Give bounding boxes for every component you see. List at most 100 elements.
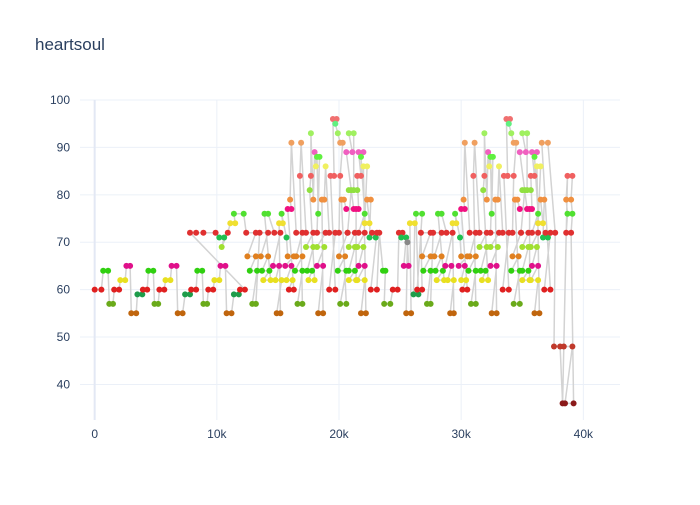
data-point bbox=[529, 206, 535, 212]
data-point bbox=[200, 229, 207, 236]
data-point bbox=[367, 196, 374, 203]
data-point bbox=[161, 286, 168, 293]
data-point bbox=[188, 286, 195, 293]
data-point bbox=[442, 262, 449, 269]
data-point bbox=[162, 277, 169, 284]
data-point bbox=[516, 206, 523, 212]
data-point bbox=[493, 262, 500, 269]
data-point bbox=[569, 343, 576, 350]
data-point bbox=[419, 253, 426, 260]
data-point bbox=[433, 277, 440, 284]
data-point bbox=[228, 310, 235, 317]
data-point bbox=[547, 286, 554, 293]
data-point bbox=[336, 253, 342, 260]
data-point bbox=[336, 229, 342, 236]
data-point bbox=[303, 229, 309, 236]
data-point bbox=[403, 310, 410, 317]
data-point bbox=[563, 229, 570, 236]
data-point bbox=[570, 400, 577, 407]
data-point bbox=[244, 253, 251, 260]
data-point bbox=[288, 206, 295, 212]
data-point bbox=[179, 310, 186, 317]
data-point bbox=[252, 300, 259, 307]
data-point bbox=[298, 139, 305, 146]
data-point bbox=[343, 149, 350, 156]
data-point bbox=[485, 277, 492, 284]
data-point bbox=[299, 300, 306, 307]
data-point bbox=[337, 300, 344, 307]
data-point bbox=[145, 267, 152, 274]
data-point bbox=[212, 229, 219, 236]
chart-title: heartsoul bbox=[35, 35, 105, 54]
data-point bbox=[285, 286, 292, 293]
data-point bbox=[458, 253, 465, 260]
data-point bbox=[569, 172, 576, 179]
data-point bbox=[529, 262, 535, 269]
data-point bbox=[510, 172, 517, 179]
data-point bbox=[399, 229, 406, 236]
data-point bbox=[478, 277, 485, 284]
data-point bbox=[483, 196, 490, 203]
data-point bbox=[167, 277, 174, 284]
data-point bbox=[111, 286, 118, 293]
data-point bbox=[499, 286, 506, 293]
data-point bbox=[332, 286, 339, 293]
data-point bbox=[314, 244, 320, 250]
data-point bbox=[406, 220, 413, 227]
data-point bbox=[420, 267, 427, 274]
data-point bbox=[358, 172, 364, 179]
data-point bbox=[334, 130, 341, 137]
data-point bbox=[256, 229, 263, 236]
data-point bbox=[289, 277, 296, 284]
x-tick-label: 20k bbox=[329, 427, 349, 441]
data-point bbox=[485, 149, 492, 156]
data-point bbox=[307, 130, 314, 137]
data-point bbox=[438, 210, 445, 217]
data-point bbox=[246, 267, 253, 274]
data-point bbox=[568, 196, 575, 203]
data-point bbox=[464, 286, 471, 293]
data-point bbox=[448, 262, 455, 269]
data-point bbox=[232, 220, 239, 227]
data-point bbox=[144, 286, 151, 293]
data-point bbox=[116, 286, 123, 293]
data-point bbox=[507, 116, 513, 122]
data-point bbox=[394, 286, 401, 293]
data-point bbox=[355, 229, 362, 236]
data-point bbox=[299, 253, 306, 260]
data-point bbox=[398, 234, 405, 241]
data-point bbox=[533, 149, 540, 156]
data-point bbox=[345, 130, 352, 137]
data-point bbox=[354, 187, 361, 194]
y-tick-label: 80 bbox=[57, 188, 71, 202]
data-point bbox=[293, 253, 300, 260]
data-point bbox=[431, 253, 438, 260]
data-point bbox=[466, 253, 473, 260]
data-point bbox=[222, 262, 229, 269]
data-point bbox=[110, 300, 116, 307]
data-point bbox=[321, 244, 328, 250]
x-tick-label: 40k bbox=[574, 427, 594, 441]
data-point bbox=[314, 262, 320, 269]
data-point bbox=[361, 229, 368, 236]
data-point bbox=[461, 206, 468, 212]
data-point bbox=[527, 277, 534, 284]
data-point bbox=[522, 149, 529, 156]
data-point bbox=[174, 310, 181, 317]
data-point bbox=[266, 267, 273, 274]
line-layer bbox=[94, 118, 575, 405]
data-point bbox=[468, 300, 474, 307]
data-point bbox=[552, 229, 559, 236]
data-point bbox=[278, 210, 285, 217]
data-point bbox=[493, 310, 500, 317]
data-point bbox=[505, 286, 512, 293]
data-point bbox=[544, 234, 551, 241]
data-point bbox=[292, 267, 298, 274]
data-point bbox=[472, 267, 479, 274]
data-point bbox=[542, 229, 549, 236]
data-point bbox=[350, 130, 357, 137]
data-point bbox=[230, 210, 237, 217]
data-point bbox=[381, 300, 388, 307]
